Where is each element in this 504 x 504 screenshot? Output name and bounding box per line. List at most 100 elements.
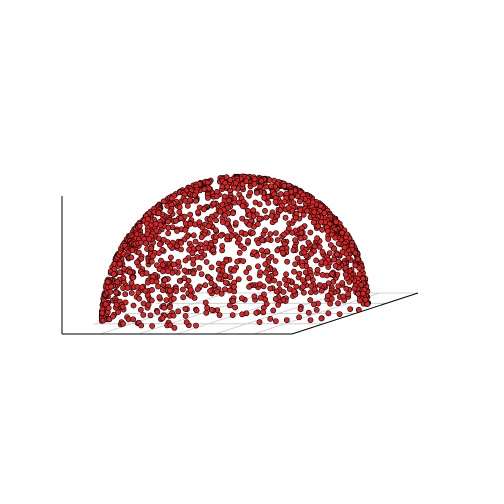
scatter-point (178, 246, 184, 253)
scatter-point (239, 203, 246, 209)
scatter-point (216, 312, 223, 318)
scatter-point (213, 234, 219, 240)
scatter-point (155, 210, 162, 216)
scatter-point (203, 309, 210, 316)
scatter-point (343, 285, 350, 292)
scatter-point (192, 221, 198, 228)
scatter-point (246, 275, 253, 282)
scatter-point (268, 183, 274, 189)
scatter-point (219, 201, 226, 208)
scatter-point (335, 300, 341, 307)
scatter-point (218, 290, 225, 297)
scatter-point (274, 247, 281, 254)
scatter-point (325, 236, 332, 242)
scatter-point (245, 265, 252, 271)
scatter-point (331, 245, 337, 252)
scatter-point (267, 231, 274, 237)
scatter-point (160, 268, 166, 275)
scatter-point (176, 209, 183, 215)
scatter-point (163, 297, 170, 303)
scatter-point (267, 315, 274, 322)
scatter-point (122, 299, 129, 306)
scatter-point (116, 260, 123, 267)
scatter-point (146, 236, 152, 242)
scatter-point (202, 245, 209, 251)
scatter-point (329, 270, 336, 277)
scatter-point (299, 263, 306, 269)
scatter-point (360, 290, 366, 297)
scatter-point (332, 234, 339, 241)
scatter-point (260, 309, 267, 316)
scatter-point (256, 215, 263, 222)
scatter-point (264, 248, 271, 255)
scatter-point (288, 194, 295, 201)
scatter-point (297, 306, 304, 313)
scatter-point (217, 208, 224, 215)
scatter-point (165, 230, 172, 237)
scatter-point (352, 262, 359, 269)
scatter-point (208, 306, 215, 313)
scatter-point (187, 220, 194, 227)
scatter-point (183, 319, 190, 326)
scatter-point (251, 181, 258, 187)
scatter-point (289, 229, 296, 236)
scatter-point (265, 199, 272, 206)
scatter-point (262, 227, 268, 234)
scatter-point (270, 307, 277, 314)
scatter-point (149, 286, 155, 293)
scatter-point (205, 274, 212, 281)
scatter-point (115, 309, 122, 315)
scatter-point (187, 197, 193, 203)
scatter-point (273, 288, 280, 295)
scatter-point (154, 308, 161, 315)
scatter-point (318, 315, 325, 322)
scatter-point (176, 263, 183, 270)
scatter-point (128, 254, 135, 261)
scatter-point (257, 294, 264, 301)
scatter-point (239, 181, 246, 188)
scatter-point (128, 290, 135, 296)
scatter-point (283, 317, 290, 323)
scatter-point (236, 236, 243, 242)
scatter-point (176, 277, 183, 284)
scatter-point (260, 252, 267, 259)
scatter-point (308, 283, 314, 289)
scatter-point (148, 245, 155, 252)
scatter-point (175, 308, 182, 315)
scatter-point (272, 230, 279, 236)
scatter-point (272, 318, 279, 324)
scatter-point (334, 251, 340, 258)
scatter-point (105, 305, 112, 311)
scatter-point (236, 249, 243, 256)
scatter-point (159, 287, 166, 294)
scatter-point (136, 222, 143, 229)
scatter-point (215, 275, 222, 282)
scatter-point (239, 311, 246, 318)
scatter-point (262, 261, 269, 268)
scatter-point (319, 271, 326, 278)
scatter-point (259, 237, 266, 244)
scatter-point (128, 279, 135, 286)
scatter-point (313, 306, 320, 313)
scatter-point (254, 252, 260, 259)
scatter-point (351, 285, 358, 292)
scatter-point (119, 303, 126, 310)
scatter-point (161, 304, 168, 311)
scatter-point (178, 239, 185, 246)
scatter-point (122, 291, 129, 298)
scatter-point (213, 217, 219, 224)
scatter-point (135, 289, 142, 296)
scatter-point (307, 317, 314, 323)
scatter-point (296, 270, 303, 277)
scatter-point (339, 229, 345, 236)
scatter-point (140, 312, 147, 318)
scatter-point (232, 304, 238, 311)
scatter-point (336, 311, 343, 317)
scatter-point (345, 291, 351, 298)
scatter-point (170, 295, 177, 302)
scatter-point (134, 283, 141, 290)
scatter-point (202, 299, 209, 306)
scatter-point (116, 269, 123, 276)
scatter-point (176, 204, 183, 211)
scatter-point (315, 223, 322, 230)
